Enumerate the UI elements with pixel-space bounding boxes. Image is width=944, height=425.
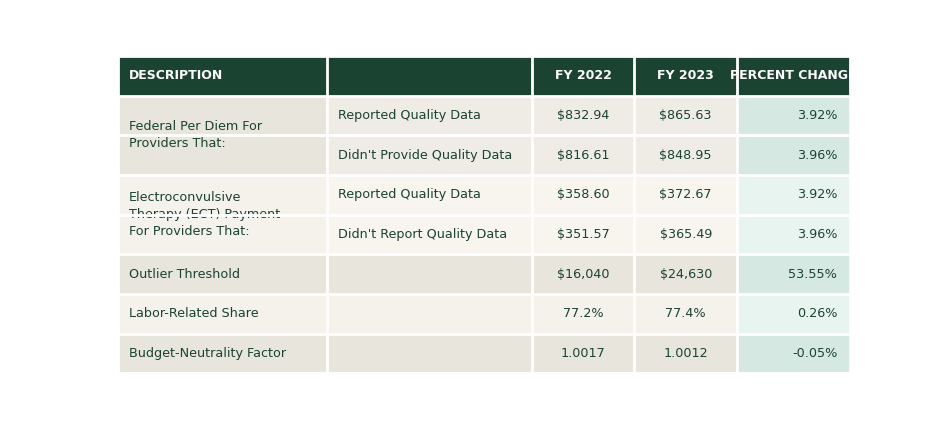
Text: $351.57: $351.57 (556, 228, 609, 241)
Text: $365.49: $365.49 (659, 228, 711, 241)
Bar (118, 56, 327, 96)
Bar (327, 96, 531, 135)
Bar (633, 96, 736, 135)
Bar (633, 294, 736, 334)
Text: $816.61: $816.61 (556, 149, 609, 162)
Bar (633, 254, 736, 294)
Text: Federal Per Diem For
Providers That:: Federal Per Diem For Providers That: (129, 120, 261, 150)
Text: $16,040: $16,040 (556, 268, 609, 280)
Bar (327, 215, 531, 254)
Bar (531, 96, 633, 135)
Text: Didn't Provide Quality Data: Didn't Provide Quality Data (337, 149, 512, 162)
Text: Reported Quality Data: Reported Quality Data (337, 188, 480, 201)
Text: $865.63: $865.63 (659, 109, 711, 122)
Text: 0.26%: 0.26% (796, 307, 836, 320)
Text: DESCRIPTION: DESCRIPTION (129, 69, 223, 82)
Text: PERCENT CHANGE: PERCENT CHANGE (730, 69, 856, 82)
Text: $372.67: $372.67 (659, 188, 711, 201)
Text: 3.96%: 3.96% (796, 228, 836, 241)
Text: Budget-Neutrality Factor: Budget-Neutrality Factor (129, 347, 286, 360)
Bar (327, 56, 531, 96)
Text: $848.95: $848.95 (659, 149, 711, 162)
Bar (736, 215, 850, 254)
Bar (118, 175, 327, 254)
Bar (531, 334, 633, 373)
Bar (531, 175, 633, 215)
Bar (736, 294, 850, 334)
Text: Outlier Threshold: Outlier Threshold (129, 268, 240, 280)
Text: 53.55%: 53.55% (787, 268, 836, 280)
Text: FY 2022: FY 2022 (554, 69, 611, 82)
Bar (327, 175, 531, 215)
Text: $24,630: $24,630 (659, 268, 711, 280)
Bar (633, 215, 736, 254)
Bar (736, 334, 850, 373)
Bar (531, 254, 633, 294)
Text: 1.0017: 1.0017 (560, 347, 605, 360)
Text: 3.92%: 3.92% (796, 188, 836, 201)
Bar (327, 135, 531, 175)
Text: $832.94: $832.94 (556, 109, 609, 122)
Bar (327, 334, 531, 373)
Bar (736, 56, 850, 96)
Bar (736, 175, 850, 215)
Bar (736, 135, 850, 175)
Bar (633, 175, 736, 215)
Text: $358.60: $358.60 (556, 188, 609, 201)
Bar (531, 215, 633, 254)
Bar (736, 254, 850, 294)
Bar (531, 56, 633, 96)
Bar (531, 135, 633, 175)
Bar (327, 254, 531, 294)
Bar (633, 56, 736, 96)
Text: 77.4%: 77.4% (665, 307, 705, 320)
Bar (118, 96, 327, 175)
Text: Electroconvulsive
Therapy (ECT) Payment
For Providers That:: Electroconvulsive Therapy (ECT) Payment … (129, 191, 280, 238)
Text: -0.05%: -0.05% (791, 347, 836, 360)
Text: Reported Quality Data: Reported Quality Data (337, 109, 480, 122)
Text: 3.92%: 3.92% (796, 109, 836, 122)
Bar (327, 294, 531, 334)
Bar (118, 254, 327, 294)
Bar (118, 334, 327, 373)
Text: FY 2023: FY 2023 (657, 69, 714, 82)
Bar (736, 96, 850, 135)
Text: Labor-Related Share: Labor-Related Share (129, 307, 259, 320)
Bar (531, 294, 633, 334)
Bar (633, 135, 736, 175)
Text: 77.2%: 77.2% (563, 307, 603, 320)
Bar (118, 294, 327, 334)
Text: Didn't Report Quality Data: Didn't Report Quality Data (337, 228, 506, 241)
Text: 1.0012: 1.0012 (663, 347, 707, 360)
Text: 3.96%: 3.96% (796, 149, 836, 162)
Bar (633, 334, 736, 373)
